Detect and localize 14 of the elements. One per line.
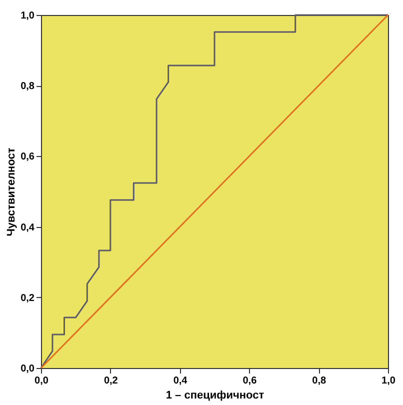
- x-tick-label: 0,0: [34, 376, 49, 386]
- y-tick-label: 1,0: [20, 10, 35, 22]
- x-tick-label: 1,0: [382, 376, 396, 386]
- y-axis-title: Чувствителност: [6, 147, 18, 236]
- x-tick-label: 0,6: [242, 376, 258, 386]
- y-tick-label: 0,0: [20, 364, 35, 374]
- y-tick-label: 0,2: [20, 292, 35, 304]
- y-tick-label: 0,6: [20, 152, 35, 163]
- y-tick-label: 0,4: [20, 222, 35, 234]
- x-tick-label: 0,2: [104, 376, 118, 386]
- x-tick-label: 0,4: [173, 376, 188, 386]
- x-tick-label: 0,8: [312, 376, 326, 386]
- y-tick-label: 0,8: [20, 81, 35, 92]
- x-axis-title: 1 – специфичност: [166, 390, 265, 402]
